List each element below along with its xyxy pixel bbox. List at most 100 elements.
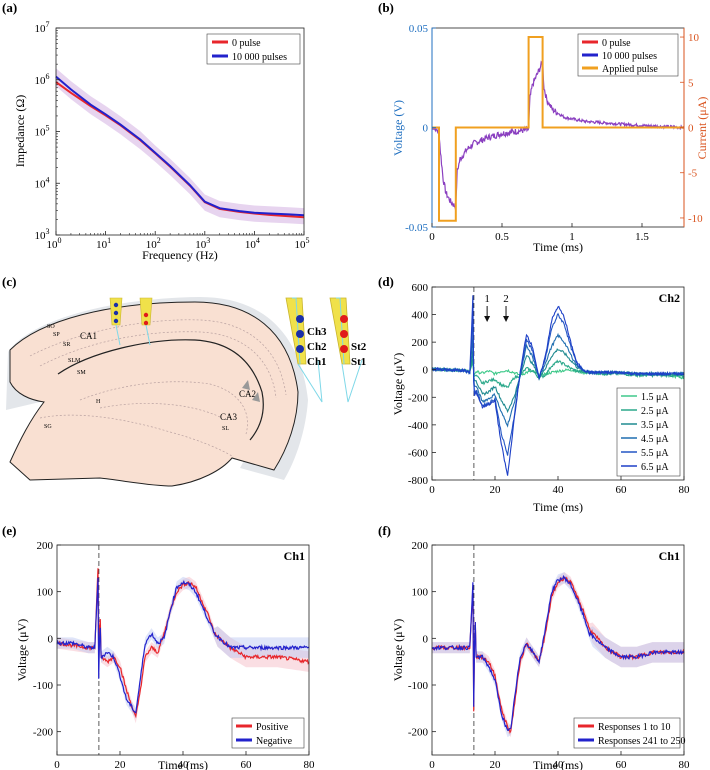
- panel-c-inset-recording-guide: [292, 297, 323, 403]
- panel-c-label-sm: SM: [77, 370, 86, 376]
- panel-a-xtick-label: 100: [47, 236, 62, 251]
- panel-c-label-ch3: Ch3: [307, 326, 327, 338]
- panel-e-xtick-label: 60: [241, 759, 253, 770]
- panel-d-annotation-2: 2: [503, 293, 509, 305]
- panel-e-legend: Positive Negative: [231, 717, 305, 749]
- panel-b-ytick-right-label: 5: [688, 77, 694, 89]
- panel-c-label-sl: SL: [222, 426, 229, 432]
- panel-d-legend-label-5: 6.5 μA: [641, 462, 669, 473]
- panel-c-probe-stimulation-guide: [145, 324, 151, 346]
- panel-c-label-sp: SP: [53, 332, 60, 338]
- panel-f-xtick-label: 40: [553, 759, 565, 770]
- panel-c-label-st1: St1: [351, 356, 366, 368]
- panel-f-xtick-label: 20: [490, 759, 502, 770]
- panel-c-label-st2: St2: [351, 341, 367, 353]
- panel-d-ytick-label: -800: [408, 475, 429, 487]
- panel-f-ytick-label: 200: [412, 540, 429, 552]
- panel-b-ytick-left-label: 0: [423, 123, 429, 135]
- panel-e-xtick-label: 20: [115, 759, 127, 770]
- panel-c-probe-stimulation-shank: [139, 297, 153, 326]
- panel-b-legend-label-10000pulses: 10 000 pulses: [602, 51, 657, 62]
- panel-d-ylabel: Voltage (μV): [391, 353, 405, 416]
- panel-d-ytick-label: 200: [412, 337, 429, 349]
- panel-b-legend: 0 pulse 10 000 pulses Applied pulse: [577, 33, 679, 77]
- panel-e-title: Ch1: [284, 549, 305, 563]
- panel-c-inset-site-st1: [340, 345, 348, 353]
- panel-f-legend: Responses 1 to 10 Responses 241 to 250: [573, 717, 686, 749]
- panel-e-ytick-label: 200: [37, 540, 54, 552]
- panel-a-series-10000pulses: [55, 75, 305, 217]
- panel-d-ytick-label: -600: [408, 447, 429, 459]
- panel-label-b: (b): [378, 0, 394, 15]
- panel-f-legend-label-last: Responses 241 to 250: [598, 736, 686, 747]
- panel-a-xlabel: Frequency (Hz): [142, 248, 218, 262]
- panel-d-legend: 1.5 μA 2.5 μA 3.5 μA 4.5 μA 5.5 μA 6.5 μA: [616, 387, 681, 477]
- panel-a-legend: 0 pulse 10 000 pulses: [206, 33, 301, 65]
- panel-d-xlabel: Time (ms): [533, 500, 583, 514]
- panel-e-legend-label-negative: Negative: [256, 736, 293, 747]
- panel-f-ytick-label: 0: [423, 633, 429, 645]
- panel-f-ytick-label: 100: [412, 587, 429, 599]
- panel-c-inset-site-ch2: [296, 330, 304, 338]
- panel-b-xtick-label: 0.5: [495, 231, 509, 243]
- panel-a-ytick-label: 107: [35, 20, 50, 35]
- panel-c-inset-site-ch1: [296, 345, 304, 353]
- panel-a-legend-label-10000pulses: 10 000 pulses: [232, 52, 287, 63]
- panel-d-annotation-arrow-head: [503, 316, 510, 322]
- panel-c-inset-stimulation-guide: [336, 297, 363, 403]
- panel-d-xtick-label: 0: [429, 484, 435, 496]
- panel-b-legend-label-0pulse: 0 pulse: [602, 38, 631, 49]
- panel-e-legend-box: [231, 717, 305, 749]
- panel-f-ylabel: Voltage (μV): [391, 619, 405, 682]
- panel-d-legend-label-2: 3.5 μA: [641, 420, 669, 431]
- panel-c-ca2-marker-1: [242, 380, 250, 390]
- panel-f-ytick-label: -200: [408, 727, 429, 739]
- panel-c-label-ca1: CA1: [80, 331, 97, 341]
- panel-c-probe-stimulation: [139, 297, 153, 346]
- panel-b-voltage-trace: [431, 60, 684, 210]
- panel-c-label-ch2: Ch2: [307, 341, 327, 353]
- panel-c-probe-recording-site-2: [113, 310, 119, 316]
- panel-c-fissure: [57, 339, 264, 441]
- panel-a-legend-label-0pulse: 0 pulse: [232, 38, 261, 49]
- panel-c-probe-stimulation-site-2: [143, 312, 149, 318]
- panel-f-legend-label-first: Responses 1 to 10: [598, 722, 671, 733]
- panel-c-label-so: SO: [47, 324, 55, 330]
- panel-c-label-sg: SG: [44, 424, 52, 430]
- panel-d-xtick-label: 60: [616, 484, 628, 496]
- panel-f-ytick-label: -100: [408, 680, 429, 692]
- panel-b-legend-label-applied: Applied pulse: [602, 64, 658, 75]
- panel-b-ytick-right-label: -10: [688, 213, 703, 225]
- panel-e-xlabel: Time (ms): [158, 758, 208, 770]
- panel-f-xlabel: Time (ms): [533, 758, 583, 770]
- panel-c-probe-stimulation-site-1: [143, 320, 149, 326]
- panel-c-inset-recording-probe: Ch3 Ch2 Ch1: [285, 297, 327, 403]
- panel-a-variance-band: [56, 68, 304, 225]
- panel-d-xtick-label: 20: [490, 484, 502, 496]
- panel-b-ytick-left-label: 0.05: [409, 23, 429, 35]
- panel-c-layer-sp: [39, 331, 277, 399]
- panel-c-inset-stimulation-probe: St2 St1: [329, 297, 367, 403]
- panel-c-layer-sg: [39, 414, 233, 457]
- panel-c-label-ch1: Ch1: [307, 356, 327, 368]
- panel-e-ytick-label: 100: [37, 587, 54, 599]
- panel-f-title: Ch1: [659, 549, 680, 563]
- panel-e-ytick-label: 0: [48, 633, 54, 645]
- panel-c-layer-h: [99, 403, 223, 419]
- panel-d-legend-label-3: 4.5 μA: [641, 434, 669, 445]
- panel-e-xtick-label: 0: [54, 759, 60, 770]
- panel-b-xtick-label: 1: [569, 231, 575, 243]
- panel-a-legend-box: [206, 33, 301, 65]
- panel-f-legend-box: [573, 717, 681, 749]
- panel-c-inset-site-ch3: [296, 315, 304, 323]
- panel-d-xtick-label: 80: [679, 484, 691, 496]
- panel-c-probe-recording-guide: [115, 324, 121, 346]
- panel-b-ylabel-right: Current (μA): [695, 97, 709, 160]
- panel-a-xtick-label: 101: [96, 236, 111, 251]
- panel-e-series-1: [56, 577, 310, 714]
- panel-e-ytick-label: -200: [33, 727, 54, 739]
- panel-label-e: (e): [2, 523, 16, 538]
- panel-e-ytick-label: -100: [33, 680, 54, 692]
